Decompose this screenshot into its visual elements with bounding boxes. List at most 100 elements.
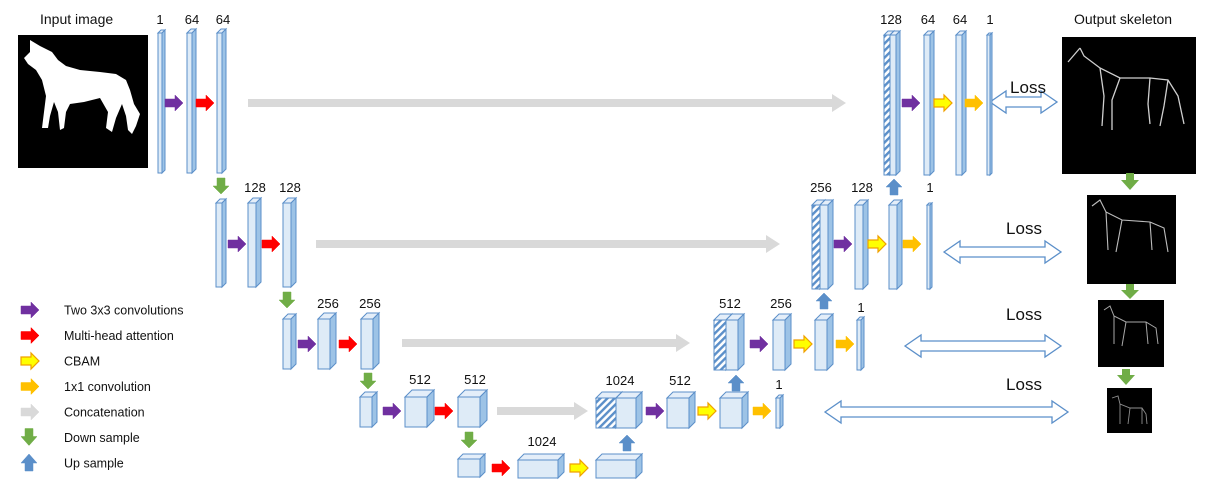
block-d1-2 — [922, 29, 936, 177]
channel-l1-2: 64 — [185, 12, 199, 27]
channel-d3-2: 256 — [770, 296, 792, 311]
block-l4-3 — [456, 388, 489, 429]
conv-l3 — [297, 335, 317, 353]
legend-label: Multi-head attention — [64, 329, 174, 343]
block-l4-1 — [358, 390, 379, 429]
channel-d3-1: 512 — [719, 296, 741, 311]
channel-d1-3: 64 — [953, 12, 967, 27]
conv-d1 — [901, 94, 921, 112]
channel-l2-2: 128 — [279, 180, 301, 195]
cbam-d1 — [933, 93, 953, 113]
block-d2-out — [925, 201, 934, 291]
input-image — [18, 35, 148, 168]
channel-d2-2: 128 — [851, 180, 873, 195]
conv-d3 — [749, 335, 769, 353]
output-skeleton-title: Output skeleton — [1074, 11, 1172, 27]
legend-item: Two 3x3 convolutions — [20, 301, 184, 319]
block-d4-1 — [614, 390, 644, 430]
block-l1-3 — [215, 27, 228, 175]
legend-label: CBAM — [64, 355, 100, 369]
down-arrow-output-2 — [1121, 284, 1139, 299]
cbam-d2 — [867, 234, 887, 254]
channel-d1-1: 128 — [880, 12, 902, 27]
loss-label-3: Loss — [1006, 305, 1042, 324]
block-bottom-2 — [516, 452, 566, 480]
legend: Two 3x3 convolutions Multi-head attention… — [20, 301, 184, 472]
legend-arrow-icon — [20, 453, 38, 472]
conv-d2 — [833, 235, 853, 253]
block-bottom-1 — [456, 452, 487, 479]
feature-blocks — [156, 27, 994, 480]
channel-d4-3: 1 — [775, 377, 782, 392]
block-d3-1 — [724, 312, 746, 372]
block-l3-1 — [281, 312, 298, 371]
block-l4-2 — [403, 388, 436, 429]
l1-to-l2-down-arrow — [212, 177, 230, 195]
d4-to-d3-up-arrow — [727, 374, 745, 392]
cbam-bottom — [569, 458, 589, 478]
block-d1-1 — [888, 29, 902, 177]
channel-l4-1: 512 — [409, 372, 431, 387]
channel-l3-2: 256 — [359, 296, 381, 311]
block-l2-2 — [246, 196, 263, 289]
channel-d2-1: 256 — [810, 180, 832, 195]
c1-d1 — [964, 94, 984, 112]
block-l3-2 — [316, 311, 338, 371]
conv-d4 — [645, 402, 665, 420]
legend-item: 1x1 convolution — [20, 377, 151, 396]
legend-item: Multi-head attention — [20, 326, 174, 345]
d3-to-d2-up-arrow — [815, 292, 833, 310]
output-skeleton-small — [1098, 300, 1164, 367]
block-l2-3 — [281, 196, 298, 289]
block-l1-1 — [156, 28, 167, 175]
legend-arrow-icon — [20, 403, 40, 421]
block-d3-out — [855, 315, 866, 372]
output-skeleton-tiny — [1107, 388, 1152, 433]
loss-arrows — [823, 89, 1070, 425]
conv-l4 — [382, 402, 402, 420]
block-d1-3 — [954, 29, 968, 177]
block-d2-3 — [887, 198, 904, 291]
legend-item: Concatenation — [20, 403, 145, 421]
legend-arrow-icon — [20, 377, 40, 396]
block-l1-2 — [185, 27, 198, 175]
down-arrow-output-1 — [1121, 173, 1139, 190]
c1-d3 — [835, 335, 855, 353]
attn-l4 — [434, 402, 454, 420]
loss-label-4: Loss — [1006, 375, 1042, 394]
channel-d1-2: 64 — [921, 12, 935, 27]
block-d1-out — [985, 31, 994, 177]
input-image-title: Input image — [40, 11, 113, 27]
legend-arrow-icon — [20, 428, 38, 446]
legend-label: 1x1 convolution — [64, 380, 151, 394]
l2-to-l3-down-arrow — [278, 291, 296, 309]
block-bottom-3 — [594, 452, 644, 480]
operation-arrows — [164, 93, 984, 478]
block-l3-3 — [359, 311, 381, 371]
channel-d4-2: 512 — [669, 373, 691, 388]
block-d4-2 — [665, 390, 697, 430]
concat-arrows — [248, 94, 846, 420]
c1-d4 — [752, 402, 772, 420]
block-d3-2 — [771, 312, 793, 372]
cbam-d3 — [793, 334, 813, 354]
channel-labels: 1 64 64 128 128 256 256 512 512 1024 1024 512 1 512 25… — [156, 12, 993, 449]
cbam-d4 — [697, 401, 717, 421]
l4-to-bottom-down-arrow — [460, 431, 478, 449]
l3-to-l4-down-arrow — [359, 372, 377, 390]
legend-label: Two 3x3 convolutions — [64, 304, 184, 318]
legend-item: Down sample — [20, 428, 140, 446]
attn-bottom — [491, 459, 511, 477]
channel-l3-1: 256 — [317, 296, 339, 311]
legend-label: Concatenation — [64, 406, 145, 420]
c1-d2 — [902, 235, 922, 253]
attn-l2 — [261, 235, 281, 253]
channel-d4-1: 1024 — [606, 373, 635, 388]
channel-l1-1: 1 — [156, 12, 163, 27]
legend-arrow-icon — [20, 351, 40, 371]
block-l2-1 — [214, 197, 228, 289]
legend-label: Up sample — [64, 457, 124, 471]
down-arrow-output-3 — [1117, 369, 1135, 385]
legend-item: CBAM — [20, 351, 100, 371]
